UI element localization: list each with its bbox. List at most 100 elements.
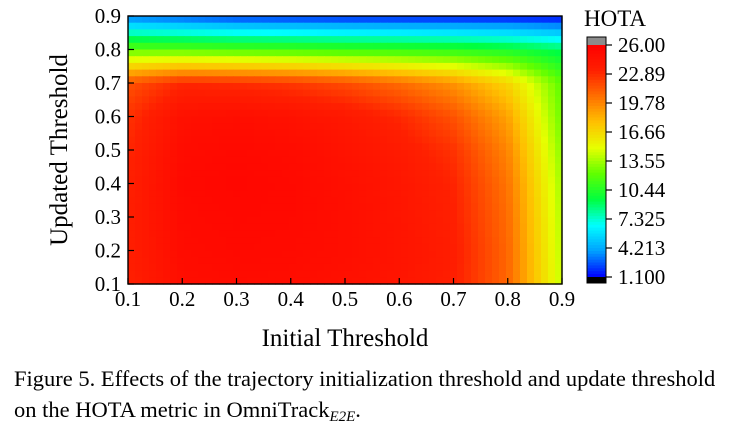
contour-cell <box>247 49 255 57</box>
contour-cell <box>275 243 283 252</box>
contour-cell <box>555 263 563 272</box>
contour-cell <box>527 69 535 77</box>
contour-cell <box>198 183 206 191</box>
contour-cell <box>142 250 150 258</box>
contour-cell <box>254 42 262 51</box>
contour-cell <box>240 136 248 144</box>
contour-cell <box>310 257 318 265</box>
contour-cell <box>240 42 248 51</box>
contour-cell <box>338 49 346 57</box>
contour-cell <box>555 129 563 138</box>
contour-cell <box>534 190 542 198</box>
contour-cell <box>436 163 444 171</box>
contour-cell <box>408 89 416 97</box>
contour-cell <box>268 263 276 272</box>
contour-cell <box>513 196 521 205</box>
contour-cell <box>240 89 248 97</box>
contour-cell <box>289 76 297 84</box>
contour-cell <box>345 103 353 111</box>
contour-cell <box>506 143 514 151</box>
contour-cell <box>359 217 367 225</box>
contour-cell <box>408 36 416 44</box>
contour-cell <box>380 22 388 30</box>
contour-cell <box>401 210 409 218</box>
contour-cell <box>380 210 388 218</box>
contour-cell <box>478 277 486 285</box>
contour-cell <box>135 217 143 225</box>
contour-cell <box>310 270 318 278</box>
contour-cell <box>226 163 234 171</box>
contour-cell <box>366 76 374 84</box>
contour-cell <box>359 183 367 191</box>
contour-cell <box>485 96 493 104</box>
contour-cell <box>492 29 500 37</box>
contour-cell <box>380 176 388 185</box>
contour-cell <box>317 16 325 24</box>
contour-cell <box>548 16 556 24</box>
contour-cell <box>513 103 521 111</box>
contour-cell <box>380 163 388 171</box>
contour-cell <box>219 270 227 278</box>
contour-cell <box>233 150 241 158</box>
contour-cell <box>450 76 458 84</box>
contour-cell <box>135 210 143 218</box>
contour-cell <box>184 129 192 138</box>
contour-cell <box>128 16 136 24</box>
colorbar-segment <box>587 172 606 177</box>
contour-cell <box>198 223 206 231</box>
contour-cell <box>534 109 542 118</box>
contour-cell <box>373 62 381 71</box>
contour-cell <box>317 196 325 205</box>
contour-cell <box>289 250 297 258</box>
contour-cell <box>513 203 521 211</box>
contour-cell <box>513 29 521 37</box>
contour-cell <box>331 76 339 84</box>
contour-cell <box>408 243 416 252</box>
contour-cell <box>394 217 402 225</box>
contour-cell <box>184 109 192 118</box>
contour-cell <box>198 22 206 30</box>
contour-cell <box>359 257 367 265</box>
colorbar-segment <box>587 53 606 58</box>
contour-cell <box>219 42 227 51</box>
contour-cell <box>338 96 346 104</box>
contour-cell <box>331 223 339 231</box>
contour-cell <box>205 277 213 285</box>
contour-cell <box>142 96 150 104</box>
caption-subscript: E2E <box>329 409 356 425</box>
contour-cell <box>163 136 171 144</box>
contour-cell <box>373 257 381 265</box>
contour-cell <box>513 83 521 91</box>
contour-cell <box>555 190 563 198</box>
contour-cell <box>296 150 304 158</box>
contour-cell <box>317 270 325 278</box>
contour-cell <box>408 69 416 77</box>
contour-cell <box>499 270 507 278</box>
contour-cell <box>149 42 157 51</box>
contour-cell <box>128 210 136 218</box>
contour-cell <box>366 136 374 144</box>
contour-cell <box>422 143 430 151</box>
contour-cell <box>422 89 430 97</box>
contour-cell <box>268 257 276 265</box>
contour-cell <box>184 170 192 178</box>
contour-cell <box>457 76 465 84</box>
contour-cell <box>352 56 360 64</box>
contour-cell <box>513 69 521 77</box>
contour-cell <box>212 96 220 104</box>
contour-cell <box>282 29 290 37</box>
contour-cell <box>359 176 367 185</box>
contour-cell <box>450 196 458 205</box>
contour-cell <box>457 150 465 158</box>
contour-cell <box>282 56 290 64</box>
contour-cell <box>184 22 192 30</box>
contour-cell <box>485 49 493 57</box>
contour-cell <box>310 250 318 258</box>
contour-cell <box>282 129 290 138</box>
contour-cell <box>555 29 563 37</box>
contour-cell <box>156 29 164 37</box>
contour-cell <box>212 243 220 252</box>
contour-cell <box>247 257 255 265</box>
contour-cell <box>198 217 206 225</box>
contour-cell <box>170 270 178 278</box>
